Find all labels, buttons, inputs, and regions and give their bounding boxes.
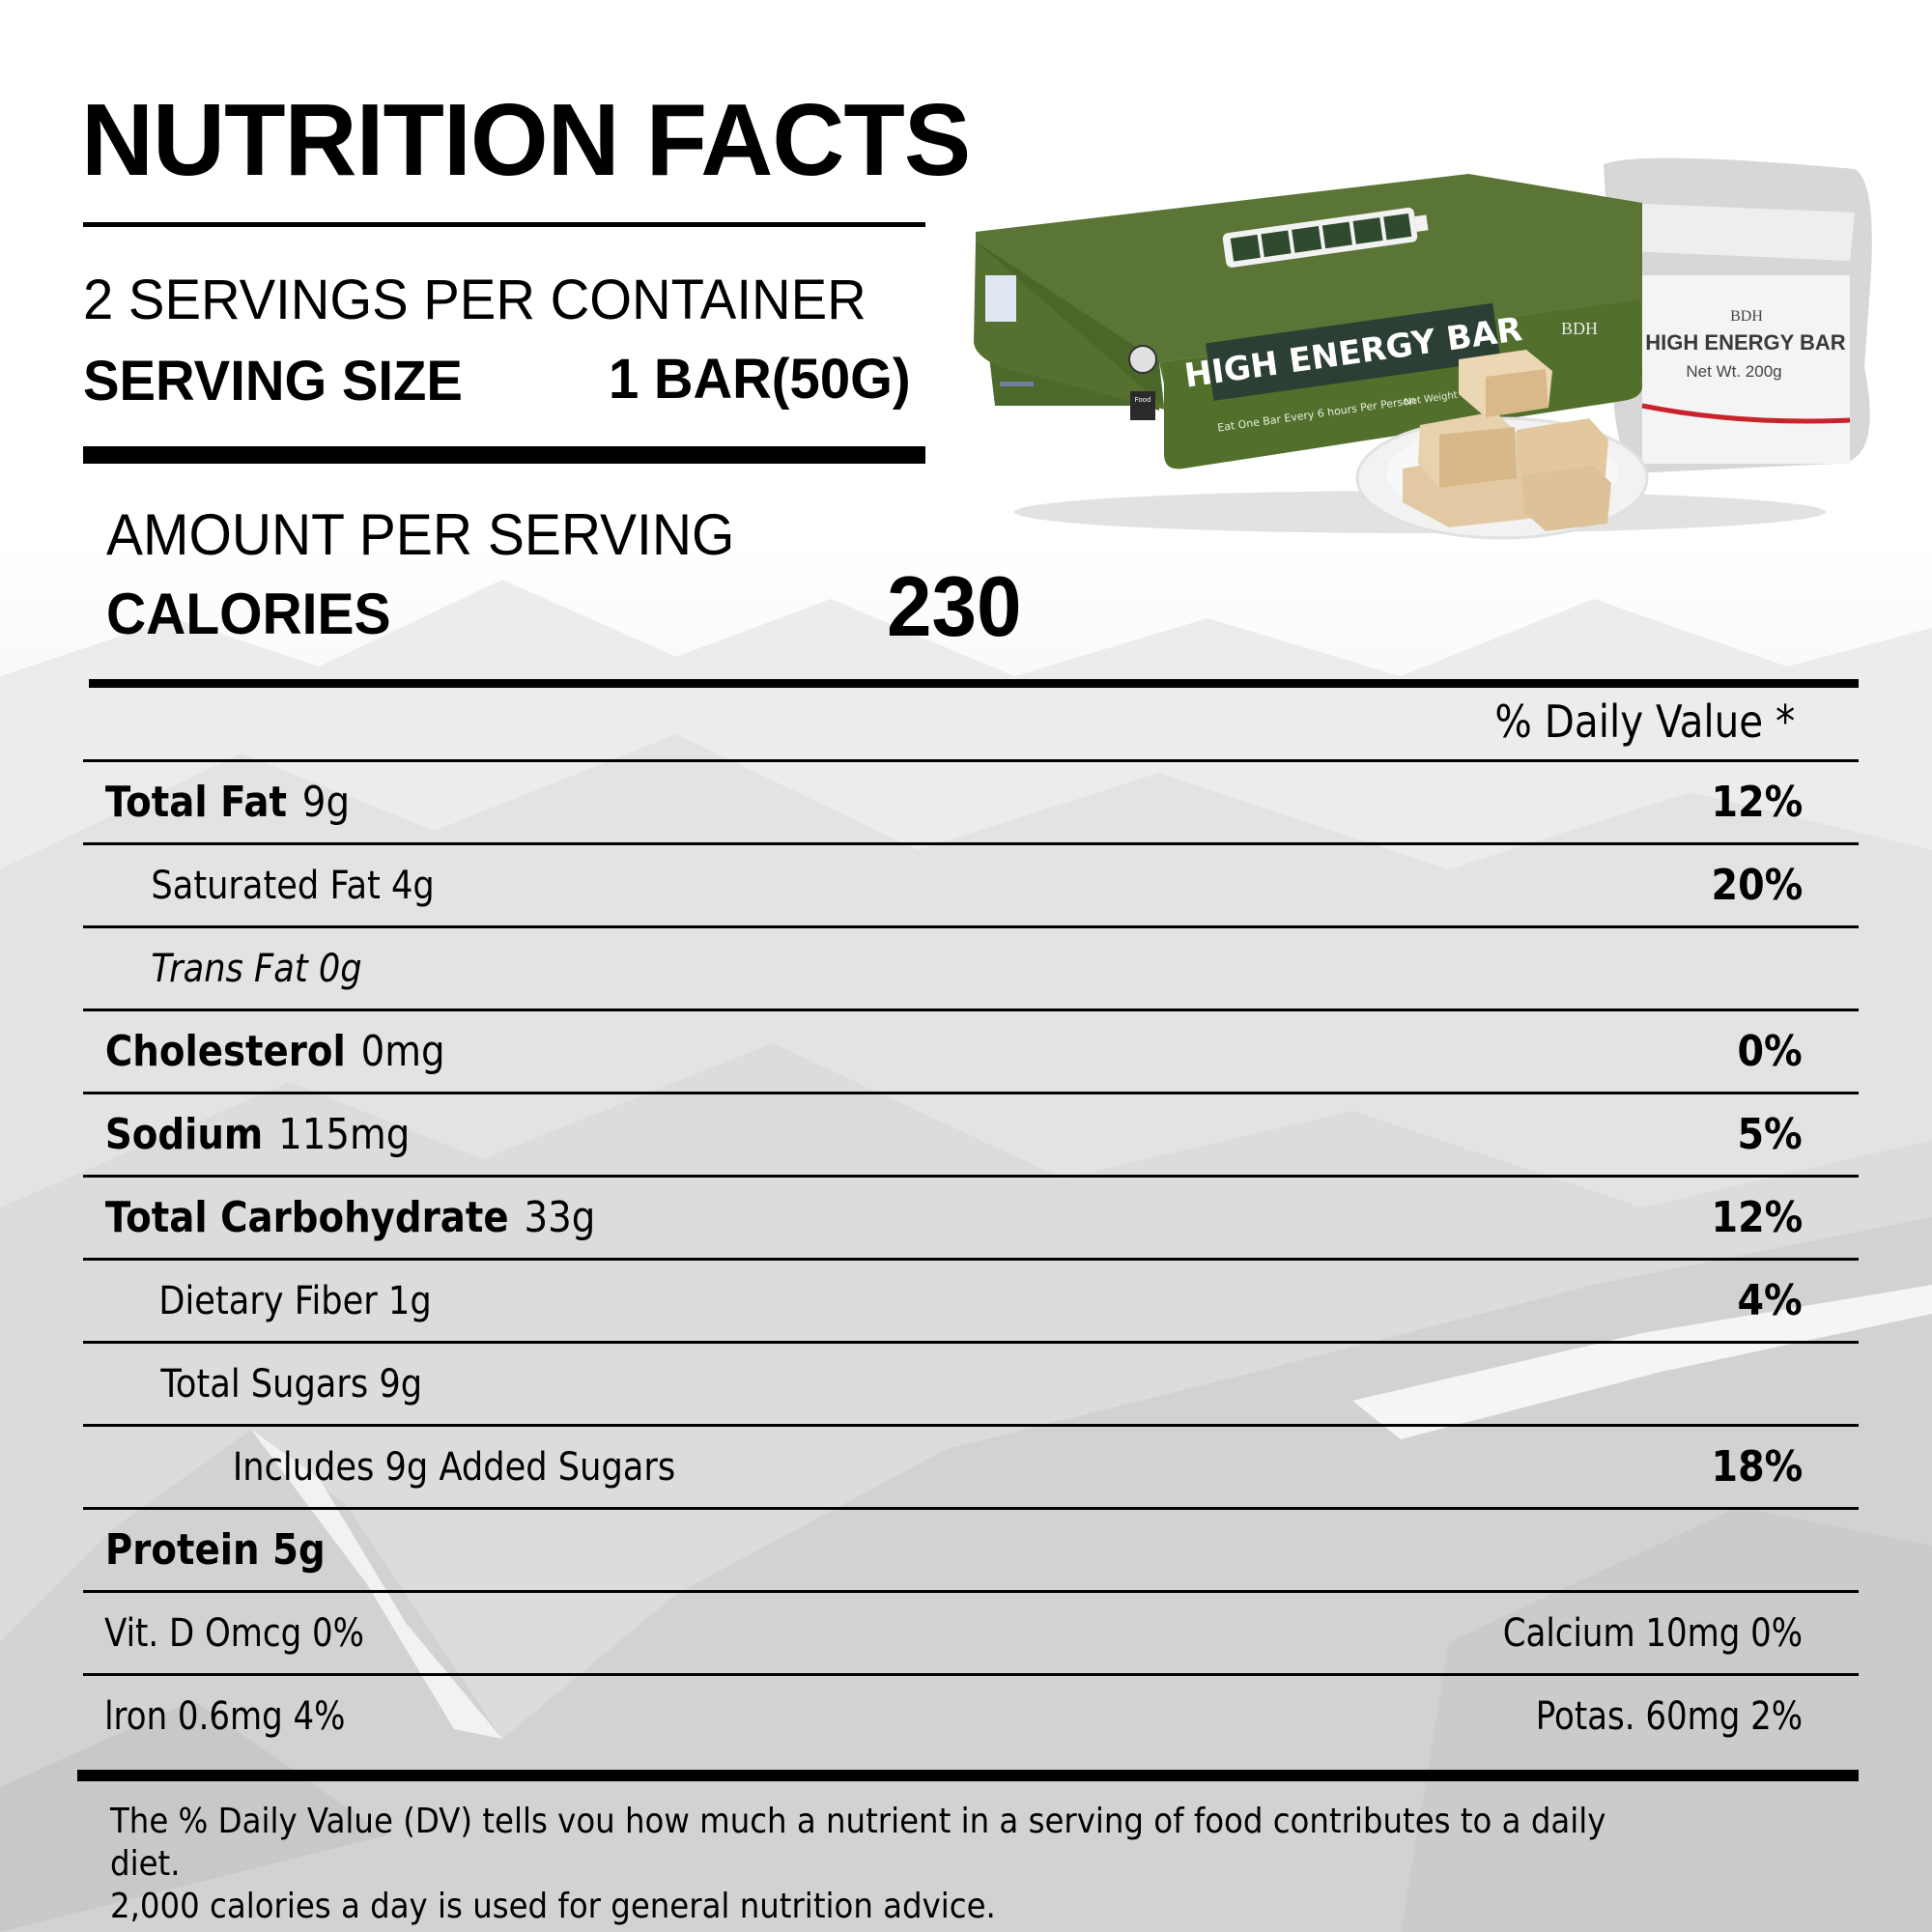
calories-divider	[89, 679, 1859, 688]
calories-value: 230	[887, 558, 1022, 654]
nutrient-row-added-sugars: Includes 9g Added Sugars 18%	[83, 1424, 1859, 1507]
green-tin: HIGH ENERGY BAR Eat One Bar Every 6 hour…	[974, 174, 1642, 469]
nutrient-name: Total Sugars 9g	[160, 1361, 423, 1406]
vitamin-d-value: Vit. D Omcg 0%	[104, 1610, 364, 1656]
nutrient-table: Total Fat 9g 12% Saturated Fat 4g 20% Tra…	[83, 759, 1859, 1756]
footnote-line-2: 2,000 calories a day is used for general…	[110, 1887, 996, 1926]
nutrient-row-saturated-fat: Saturated Fat 4g 20%	[83, 842, 1859, 925]
nutrient-dv: 5%	[1737, 1109, 1803, 1159]
nutrient-row-cholesterol: Cholesterol 0mg 0%	[83, 1009, 1859, 1092]
svg-text:HIGH ENERGY BAR: HIGH ENERGY BAR	[1645, 330, 1846, 355]
nutrient-amount: 115mg	[278, 1109, 411, 1159]
page-title: NUTRITION FACTS	[81, 83, 971, 197]
iron-value: lron 0.6mg 4%	[104, 1693, 346, 1739]
servings-per-container: 2 SERVINGS PER CONTAINER	[83, 269, 867, 331]
foil-pouch: HIGH ENERGY BAR Net Wt. 200g BDH	[1604, 157, 1872, 474]
nutrient-amount: 33g	[524, 1192, 596, 1242]
nutrient-name: Protein 5g	[104, 1524, 326, 1575]
nutrient-name: Total Carbohydrate	[104, 1192, 509, 1242]
nutrient-dv: 12%	[1711, 1192, 1803, 1242]
nutrient-name: Saturated Fat 4g	[151, 863, 435, 908]
nutrient-row-dietary-fiber: Dietary Fiber 1g 4%	[83, 1258, 1859, 1341]
serving-size-value: 1 BAR(50G)	[609, 348, 911, 411]
calcium-value: Calcium 10mg 0%	[1502, 1610, 1803, 1656]
nutrient-dv: 12%	[1711, 777, 1803, 827]
svg-text:BDH: BDH	[1730, 308, 1763, 325]
serving-size-label: SERVING SIZE	[83, 350, 463, 412]
svg-text:Net Wt. 200g: Net Wt. 200g	[1686, 362, 1781, 381]
nutrient-name: Total Fat	[104, 777, 287, 827]
mineral-row-1: Vit. D Omcg 0% Calcium 10mg 0%	[83, 1590, 1859, 1673]
nutrient-row-total-sugars: Total Sugars 9g	[83, 1341, 1859, 1424]
nutrient-amount: 9g	[301, 777, 351, 827]
nutrient-row-protein: Protein 5g	[83, 1507, 1859, 1590]
nutrient-name: Trans Fat 0g	[151, 946, 362, 991]
nutrient-dv: 20%	[1711, 860, 1803, 910]
amount-per-serving-label: AMOUNT PER SERVING	[106, 502, 735, 567]
nutrient-dv: 18%	[1711, 1441, 1803, 1492]
footnote-line-1: The % Daily Value (DV) tells vou how muc…	[110, 1802, 1606, 1884]
nutrient-dv: 4%	[1737, 1275, 1803, 1325]
nutrient-name: Dietary Fiber 1g	[158, 1278, 432, 1323]
nutrient-name: Cholesterol	[104, 1026, 346, 1076]
header-divider	[83, 222, 925, 227]
svg-text:BDH: BDH	[1561, 319, 1598, 338]
nutrient-row-trans-fat: Trans Fat 0g	[83, 925, 1859, 1009]
potassium-value: Potas. 60mg 2%	[1535, 1693, 1803, 1739]
svg-text:Food: Food	[1135, 396, 1151, 404]
nutrient-name: Sodium	[104, 1109, 264, 1159]
nutrient-row-sodium: Sodium 115mg 5%	[83, 1092, 1859, 1175]
serving-size-thick-divider	[83, 446, 925, 464]
nutrient-amount: 0mg	[360, 1026, 445, 1076]
daily-value-footnote: The % Daily Value (DV) tells vou how muc…	[110, 1801, 1675, 1928]
nutrient-row-total-carbohydrate: Total Carbohydrate 33g 12%	[83, 1175, 1859, 1258]
nutrient-row-total-fat: Total Fat 9g 12%	[83, 759, 1859, 842]
nutrient-name: Includes 9g Added Sugars	[232, 1444, 676, 1490]
plate-with-bars	[1355, 350, 1649, 540]
nutrient-dv: 0%	[1737, 1026, 1803, 1076]
product-photo: HIGH ENERGY BAR Net Wt. 200g BDH	[966, 145, 1884, 560]
footer-thick-divider	[77, 1770, 1859, 1781]
mineral-row-2: lron 0.6mg 4% Potas. 60mg 2%	[83, 1673, 1859, 1756]
calories-label: CALORIES	[106, 582, 391, 646]
daily-value-header: % Daily Value *	[1494, 696, 1795, 748]
